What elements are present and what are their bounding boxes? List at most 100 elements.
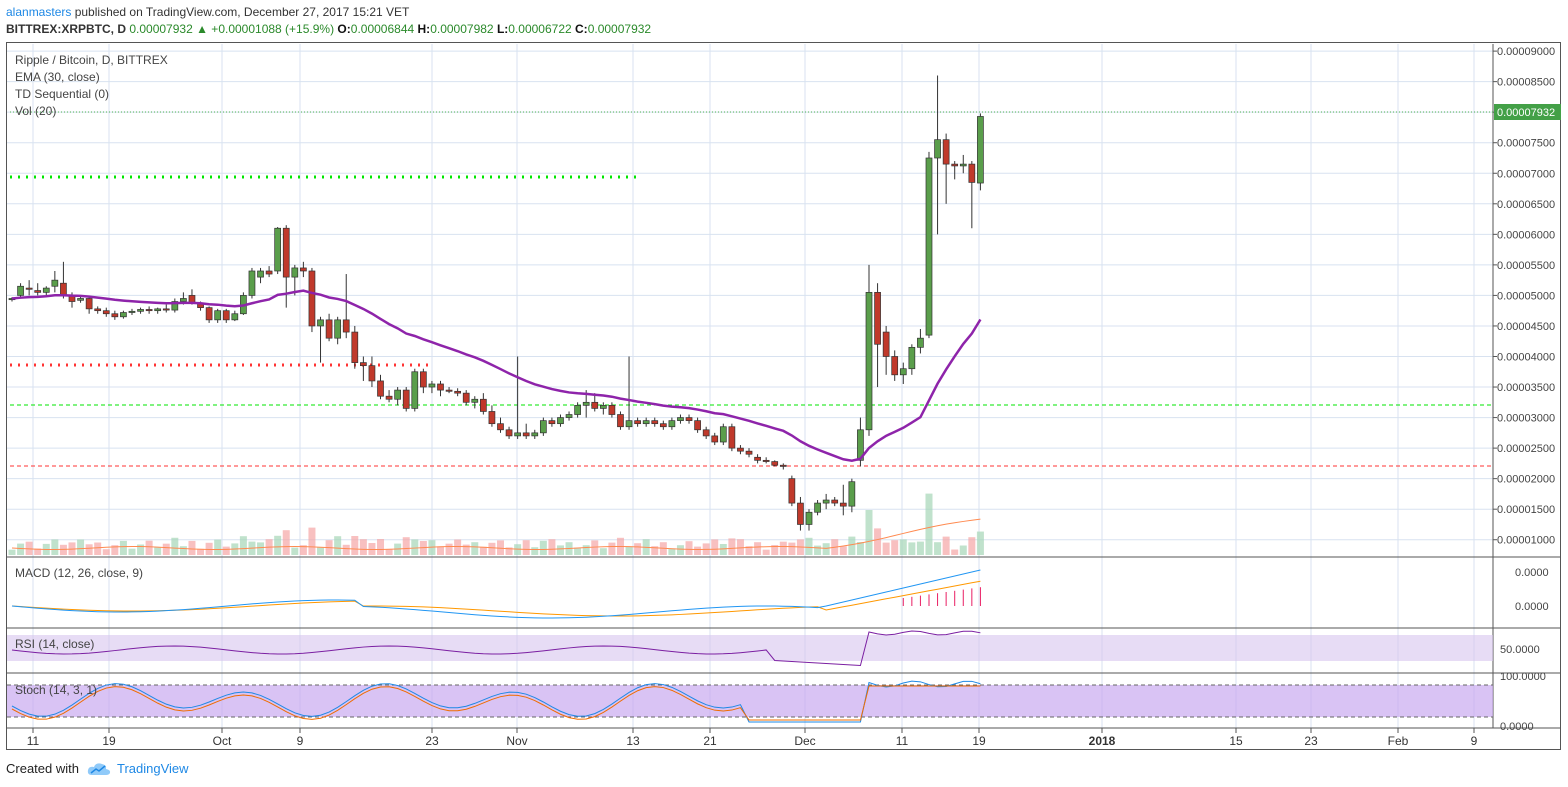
candle-body: [745, 450, 753, 455]
legend-vol[interactable]: Vol (20): [15, 104, 57, 118]
last-price: 0.00007932: [129, 22, 193, 36]
stoch-d-line: [11, 685, 981, 721]
volume-bar: [608, 542, 616, 555]
macd-label[interactable]: MACD (12, 26, close, 9): [15, 566, 144, 580]
close-value: 0.00007932: [587, 22, 652, 36]
volume-bar: [976, 531, 984, 555]
volume-bar: [454, 539, 462, 555]
candle-body: [874, 292, 881, 345]
candle-body: [711, 435, 719, 443]
price-axis-label: 0.00009000: [1497, 46, 1555, 58]
volume-bar: [882, 542, 890, 555]
candle-body: [531, 432, 539, 437]
volume-bar: [711, 539, 719, 555]
volume-bar: [496, 540, 504, 555]
price-axis-label: 0.00006500: [1497, 199, 1555, 211]
time-axis-label: 23: [425, 734, 439, 748]
volume-bar: [205, 542, 213, 555]
stoch-axis-label: 100.0000: [1500, 671, 1546, 683]
volume-bar: [848, 536, 856, 555]
candle-body: [34, 290, 42, 293]
candle-body: [437, 383, 444, 391]
candle-body: [625, 420, 633, 428]
candle-body: [411, 371, 419, 409]
time-axis-label: 21: [703, 734, 717, 748]
legend-ema[interactable]: EMA (30, close): [15, 70, 100, 84]
candle-body: [977, 116, 984, 184]
candle-body: [668, 420, 676, 428]
candle-body: [634, 420, 641, 425]
last-price-tag: [1494, 104, 1561, 120]
volume-bar: [214, 539, 222, 555]
volume-bar: [25, 541, 33, 555]
candle-body: [471, 398, 479, 403]
candle-body: [231, 313, 239, 321]
stoch-band: [7, 685, 1493, 717]
created-with-label: Created with: [6, 761, 79, 776]
volume-bar: [8, 549, 16, 555]
cloud-logo-icon: [87, 762, 111, 775]
volume-bar: [359, 539, 367, 555]
price-change: ▲ +0.00001088 (+15.9%): [196, 22, 335, 36]
price-axis-label: 0.00001000: [1497, 535, 1555, 547]
price-axis-label: 0.00003500: [1497, 382, 1555, 394]
rsi-label[interactable]: RSI (14, close): [15, 637, 95, 651]
candle-body: [779, 464, 787, 467]
author-link[interactable]: alanmasters: [6, 5, 72, 19]
volume-bar: [154, 547, 162, 555]
volume-ma-line: [11, 518, 981, 550]
price-axis-label: 0.00001500: [1497, 504, 1555, 516]
volume-bar: [351, 536, 359, 555]
candle-body: [488, 411, 496, 425]
candle-body: [248, 270, 256, 296]
low-label: L:: [496, 22, 509, 36]
volume-bar: [925, 493, 933, 555]
candle-body: [137, 309, 144, 312]
candle-body: [480, 398, 487, 412]
candle-body: [514, 432, 521, 437]
volume-bar: [334, 536, 342, 555]
volume-bar: [916, 541, 924, 555]
candle-body: [917, 337, 924, 348]
price-chart[interactable]: 0.000090000.000085000.000080000.00007500…: [0, 0, 1568, 760]
time-axis-label: 13: [626, 734, 640, 748]
rsi-line: [11, 630, 981, 667]
candle-body: [505, 429, 513, 437]
time-axis-label: 9: [1471, 734, 1478, 748]
volume-bar: [34, 548, 42, 555]
candle-body: [882, 331, 890, 357]
price-axis-label: 0.00006000: [1497, 229, 1555, 241]
volume-bar: [299, 545, 307, 555]
candle-body: [677, 417, 684, 421]
volume-bar: [934, 542, 942, 555]
volume-bar: [685, 541, 693, 555]
time-axis-label: Dec: [794, 734, 815, 748]
candle-body: [831, 499, 839, 504]
high-value: 0.00007982: [430, 22, 494, 36]
volume-bar: [188, 540, 196, 555]
volume-bar: [162, 543, 170, 555]
volume-bar: [676, 545, 684, 555]
candle-body: [342, 319, 350, 333]
candle-body: [522, 432, 530, 437]
volume-bar: [274, 535, 282, 555]
candle-body: [497, 423, 504, 431]
volume-bar: [505, 547, 513, 555]
volume-bar: [111, 545, 119, 555]
volume-bar: [411, 539, 419, 555]
volume-bar: [856, 542, 864, 555]
volume-bar: [591, 540, 599, 555]
tradingview-link[interactable]: TradingView: [87, 761, 189, 776]
candle-body: [719, 426, 727, 443]
time-axis-label: 19: [972, 734, 986, 748]
stoch-label[interactable]: Stoch (14, 3, 1): [15, 683, 98, 697]
volume-bar: [437, 546, 444, 555]
candle-body: [968, 163, 976, 183]
volume-bar: [779, 541, 787, 555]
legend-td[interactable]: TD Sequential (0): [15, 87, 110, 101]
chart-frame[interactable]: [6, 42, 1561, 750]
candle-body: [265, 270, 273, 275]
volume-bar: [822, 543, 830, 555]
volume-bar: [959, 545, 967, 555]
last-price-tag-label: 0.00007932: [1497, 107, 1555, 119]
